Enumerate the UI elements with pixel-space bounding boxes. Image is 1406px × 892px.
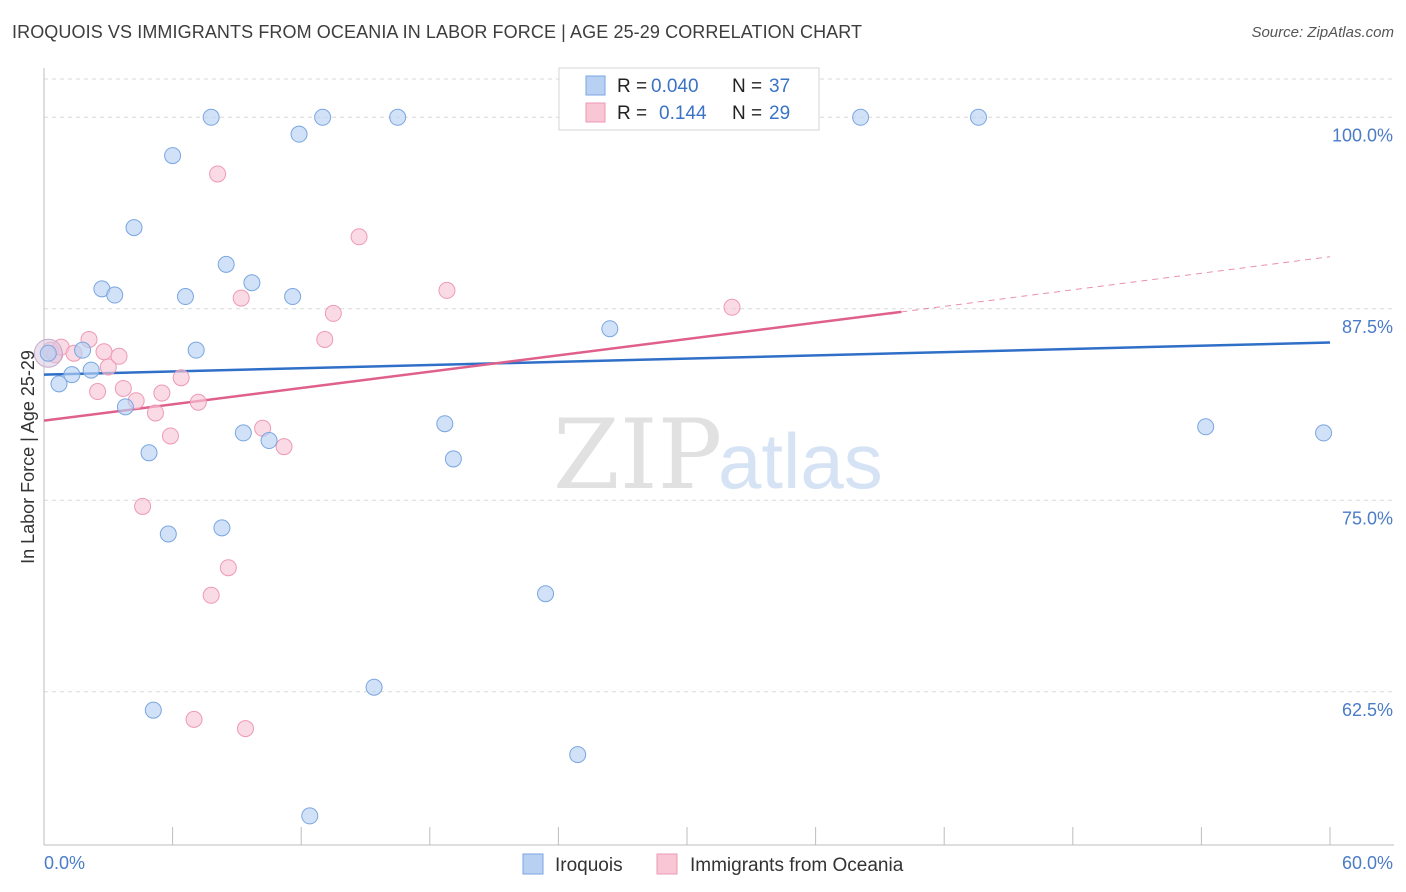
x-tick-label-max: 60.0% xyxy=(1342,853,1393,873)
x-axis-tick-labels: 0.0% 60.0% xyxy=(44,853,1393,873)
point-iroquois-3 xyxy=(74,341,92,359)
point-oceania-19 xyxy=(209,165,227,183)
point-oceania-7 xyxy=(99,358,117,376)
point-iroquois-25 xyxy=(365,678,383,696)
point-iroquois-29 xyxy=(537,585,555,603)
point-oceania-16 xyxy=(185,710,203,728)
watermark: ZIP atlas xyxy=(553,399,883,511)
point-iroquois-14 xyxy=(187,341,205,359)
watermark-zip: ZIP xyxy=(553,399,722,511)
bottom-legend-label-oceania: Immigrants from Oceania xyxy=(690,855,904,876)
point-iroquois-33 xyxy=(852,108,870,126)
watermark-atlas: atlas xyxy=(718,417,883,505)
point-iroquois-10 xyxy=(144,701,162,719)
point-iroquois-7 xyxy=(116,398,134,416)
point-iroquois-0 xyxy=(39,344,57,362)
point-iroquois-23 xyxy=(301,807,319,825)
chart-source: Source: ZipAtlas.com xyxy=(1251,24,1394,41)
point-iroquois-19 xyxy=(243,274,261,292)
point-iroquois-20 xyxy=(260,432,278,450)
bottom-legend-label-iroquois: Iroquois xyxy=(555,855,623,876)
point-iroquois-22 xyxy=(290,125,308,143)
point-iroquois-2 xyxy=(63,366,81,384)
legend-n-value-oceania: 29 xyxy=(769,103,790,124)
point-iroquois-9 xyxy=(140,444,158,462)
point-iroquois-4 xyxy=(82,361,100,379)
point-iroquois-32 xyxy=(601,320,619,338)
point-iroquois-35 xyxy=(1197,418,1215,436)
point-iroquois-27 xyxy=(436,415,454,433)
point-oceania-22 xyxy=(236,720,254,738)
point-iroquois-34 xyxy=(969,108,987,126)
point-oceania-17 xyxy=(189,393,207,411)
point-oceania-20 xyxy=(219,559,237,577)
trend-line-iroquois xyxy=(43,341,1331,376)
point-iroquois-16 xyxy=(213,519,231,537)
point-oceania-28 xyxy=(438,281,456,299)
point-oceania-24 xyxy=(275,438,293,456)
point-iroquois-8 xyxy=(125,219,143,237)
legend-r-value-iroquois: 0.040 xyxy=(651,76,699,97)
point-iroquois-12 xyxy=(164,147,182,165)
point-iroquois-15 xyxy=(202,108,220,126)
point-iroquois-28 xyxy=(444,450,462,468)
point-oceania-27 xyxy=(350,228,368,246)
point-iroquois-21 xyxy=(284,288,302,306)
point-oceania-21 xyxy=(232,289,250,307)
y-axis-tick-labels: 62.5% 75.0% 87.5% 100.0% xyxy=(1332,125,1393,720)
point-iroquois-17 xyxy=(217,255,235,273)
trend-line-oceania xyxy=(43,310,902,422)
point-oceania-14 xyxy=(161,427,179,445)
point-iroquois-26 xyxy=(389,108,407,126)
legend-n-value-iroquois: 37 xyxy=(769,76,790,97)
point-oceania-12 xyxy=(146,404,164,422)
y-tick-label-1: 75.0% xyxy=(1342,508,1393,528)
point-oceania-18 xyxy=(202,586,220,604)
y-tick-label-0: 62.5% xyxy=(1342,700,1393,720)
x-axis-ticks xyxy=(43,827,1331,845)
bottom-legend-swatch-iroquois xyxy=(522,853,544,875)
series-iroquois-points xyxy=(39,108,1333,825)
legend-r-value-oceania: 0.144 xyxy=(659,103,707,124)
point-oceania-25 xyxy=(316,330,334,348)
legend-n-label-iroquois: N = xyxy=(732,76,762,97)
y-axis-label: In Labor Force | Age 25-29 xyxy=(18,350,38,564)
point-iroquois-18 xyxy=(234,424,252,442)
point-oceania-5 xyxy=(89,383,107,401)
point-oceania-15 xyxy=(172,369,190,387)
point-iroquois-6 xyxy=(106,286,124,304)
trend-lines xyxy=(43,256,1331,422)
legend-r-label-iroquois: R = xyxy=(617,76,647,97)
bottom-legend-swatch-oceania xyxy=(656,853,678,875)
legend-swatch-iroquois xyxy=(585,75,606,96)
point-oceania-11 xyxy=(134,497,152,515)
stats-legend: R = 0.040 N = 37 R = 0.144 N = 29 xyxy=(558,67,820,131)
point-iroquois-11 xyxy=(159,525,177,543)
point-iroquois-1 xyxy=(50,375,68,393)
gridlines xyxy=(44,78,1394,693)
point-iroquois-36 xyxy=(1315,424,1333,442)
legend-r-label-oceania: R = xyxy=(617,103,647,124)
legend-n-label-oceania: N = xyxy=(732,103,762,124)
point-oceania-29 xyxy=(723,298,741,316)
point-oceania-9 xyxy=(114,379,132,397)
point-oceania-6 xyxy=(95,343,113,361)
legend-swatch-oceania xyxy=(585,102,606,123)
trend-line-oceania-extension xyxy=(901,256,1331,313)
point-iroquois-30 xyxy=(569,746,587,764)
y-tick-label-2: 87.5% xyxy=(1342,317,1393,337)
axes xyxy=(43,68,1394,846)
y-tick-label-3: 100.0% xyxy=(1332,125,1393,145)
chart-title: IROQUOIS VS IMMIGRANTS FROM OCEANIA IN L… xyxy=(12,22,863,42)
point-iroquois-13 xyxy=(176,288,194,306)
point-oceania-13 xyxy=(153,384,171,402)
point-oceania-8 xyxy=(110,347,128,365)
point-iroquois-24 xyxy=(314,108,332,126)
point-oceania-26 xyxy=(324,304,342,322)
x-tick-label-min: 0.0% xyxy=(44,853,85,873)
bottom-legend: Iroquois Immigrants from Oceania xyxy=(522,853,904,876)
